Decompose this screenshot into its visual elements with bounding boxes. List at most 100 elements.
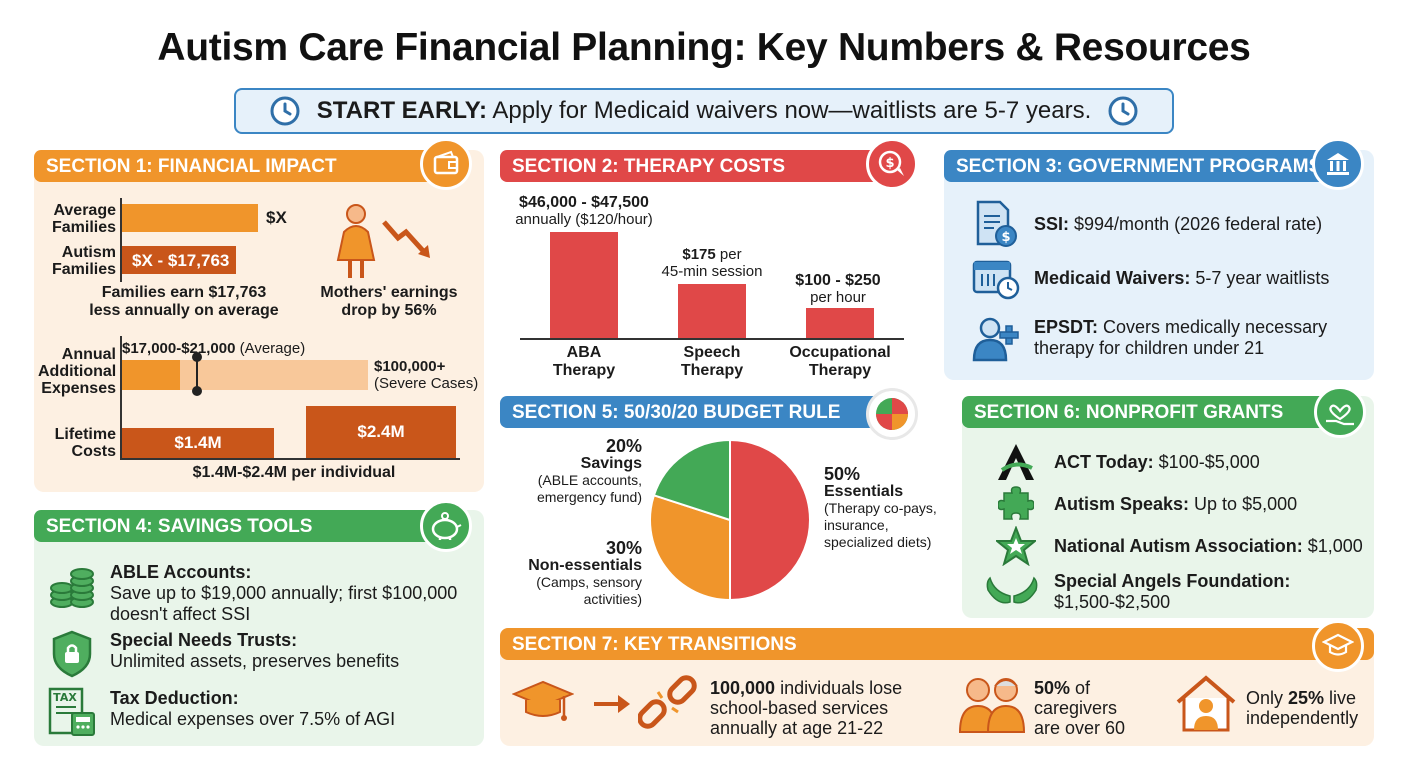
tax-text: Medical expenses over 7.5% of AGI bbox=[110, 709, 396, 729]
ot-bar bbox=[806, 308, 874, 338]
clock-icon bbox=[1108, 96, 1138, 126]
lifetime-high-bar bbox=[306, 406, 456, 458]
banner-text: Apply for Medicaid waivers now—waitlists… bbox=[492, 97, 1092, 124]
live-independently-pre: Only bbox=[1246, 688, 1289, 708]
pie-slice-savings bbox=[652, 438, 731, 522]
naa-bold: National Autism Association: bbox=[1054, 535, 1303, 556]
lifetime-axis bbox=[120, 458, 460, 460]
caregivers-bold: 50% bbox=[1034, 678, 1071, 698]
section-6-header: SECTION 6: NONPROFIT GRANTS bbox=[962, 396, 1362, 428]
aba-label-2: Therapy bbox=[552, 362, 616, 379]
section-4-header: SECTION 4: SAVINGS TOOLS bbox=[34, 510, 462, 542]
caregivers-text-3: are over 60 bbox=[1034, 718, 1126, 738]
autism-speaks-bold: Autism Speaks: bbox=[1054, 493, 1190, 514]
person-medical-cross-icon bbox=[972, 314, 1020, 362]
annual-avg-marker-dot-top bbox=[192, 352, 202, 362]
speech-label-2: Therapy bbox=[680, 362, 744, 379]
expenses-axis bbox=[120, 336, 122, 460]
graduation-cap-icon bbox=[1312, 620, 1364, 672]
annual-expenses-label-3: Expenses bbox=[41, 380, 116, 397]
live-independently-text: live bbox=[1324, 688, 1357, 708]
annual-avg-value: $17,000-$21,000 bbox=[122, 340, 236, 357]
ot-note: per hour bbox=[810, 289, 866, 306]
lose-services-text: individuals lose bbox=[775, 678, 903, 698]
lifetime-costs-label: Lifetime bbox=[54, 426, 116, 443]
avg-families-label: Average bbox=[53, 202, 116, 219]
snt-item: Special Needs Trusts: Unlimited assets, … bbox=[48, 630, 399, 678]
medicaid-text: 5-7 year waitlists bbox=[1190, 267, 1330, 288]
essential-note: (Therapy co-pays, bbox=[824, 500, 937, 516]
income-caption-2: less annually on average bbox=[89, 302, 279, 319]
aba-note: annually ($120/hour) bbox=[515, 211, 653, 228]
speech-value: $175 bbox=[682, 246, 716, 263]
autism-families-label: Autism bbox=[61, 244, 116, 261]
government-building-icon bbox=[1312, 138, 1364, 190]
tax-title: Tax Deduction: bbox=[110, 688, 239, 708]
therapy-axis bbox=[520, 338, 904, 340]
medicaid-bold: Medicaid Waivers: bbox=[1034, 267, 1191, 288]
annual-severe-value: $100,000+ bbox=[374, 358, 446, 375]
naa-text: $1,000 bbox=[1302, 535, 1363, 556]
aba-label: ABA bbox=[566, 344, 602, 361]
section-5-header: SECTION 5: 50/30/20 BUDGET RULE bbox=[500, 396, 900, 428]
snt-text: Unlimited assets, preserves benefits bbox=[110, 651, 400, 671]
section-savings-tools: SECTION 4: SAVINGS TOOLS ABLE Accounts: … bbox=[34, 500, 484, 746]
annual-avg-bar bbox=[122, 360, 180, 390]
annual-avg-note: (Average) bbox=[239, 340, 306, 357]
autism-families-value: $X - $17,763 bbox=[132, 251, 230, 270]
mothers-earnings-caption-2: drop by 56% bbox=[341, 302, 437, 319]
ot-label: Occupational bbox=[789, 344, 891, 361]
annual-expenses-label: Annual bbox=[61, 346, 116, 363]
section-3-header: SECTION 3: GOVERNMENT PROGRAMS bbox=[944, 150, 1344, 182]
savings-label: Savings bbox=[580, 455, 642, 472]
section-government-programs: SECTION 3: GOVERNMENT PROGRAMS $ SSI: $9… bbox=[944, 138, 1374, 380]
ssi-item: $ SSI: $994/month (2026 federal rate) bbox=[972, 200, 1322, 248]
able-text-2: doesn't affect SSI bbox=[110, 604, 251, 624]
mother-icon bbox=[336, 204, 430, 278]
document-dollar-icon: $ bbox=[972, 200, 1020, 248]
annual-severe-note: (Severe Cases) bbox=[374, 375, 479, 392]
special-angels-text: $1,500-$2,500 bbox=[1054, 592, 1171, 612]
avg-families-bar bbox=[122, 204, 258, 232]
autism-speaks-text: Up to $5,000 bbox=[1189, 493, 1298, 514]
essential-note-3: specialized diets) bbox=[824, 534, 932, 550]
piggy-bank-icon bbox=[420, 500, 472, 552]
act-today-item: ACT Today: $100-$5,000 bbox=[992, 438, 1260, 486]
svg-text:$: $ bbox=[885, 156, 894, 171]
savings-note: (ABLE accounts, bbox=[537, 472, 642, 488]
right-arrow-icon bbox=[594, 695, 630, 713]
autism-families-bar bbox=[122, 246, 236, 274]
ssi-text: $994/month (2026 federal rate) bbox=[1069, 213, 1323, 234]
banner-lead: START EARLY: bbox=[316, 97, 487, 124]
lifetime-caption: $1.4M-$2.4M per individual bbox=[192, 464, 396, 481]
epsdt-text: Covers medically necessary bbox=[1098, 317, 1328, 337]
aba-value: $46,000 - $47,500 bbox=[519, 194, 649, 211]
nonessential-pct: 30% bbox=[605, 538, 642, 558]
savings-note-2: emergency fund) bbox=[536, 489, 642, 505]
special-angels-item: Special Angels Foundation: $1,500-$2,500 bbox=[984, 568, 1290, 616]
speech-bar bbox=[678, 284, 746, 338]
elderly-couple-icon bbox=[958, 678, 1026, 733]
shield-lock-icon bbox=[48, 630, 96, 678]
income-axis bbox=[120, 198, 122, 282]
annual-avg-marker bbox=[196, 356, 198, 390]
wallet-icon bbox=[420, 138, 472, 190]
speech-label: Speech bbox=[683, 344, 741, 361]
house-person-icon bbox=[1176, 675, 1236, 732]
able-item: ABLE Accounts: Save up to $19,000 annual… bbox=[48, 562, 457, 625]
lifetime-low-value: $1.4M bbox=[174, 433, 222, 452]
coin-stack-icon bbox=[48, 562, 96, 610]
star-icon bbox=[992, 522, 1040, 570]
naa-item: National Autism Association: $1,000 bbox=[992, 522, 1363, 570]
act-today-logo-icon bbox=[992, 438, 1040, 486]
nonessential-note-2: activities) bbox=[583, 591, 642, 607]
ssi-bold: SSI: bbox=[1034, 213, 1070, 234]
start-early-banner: START EARLY: Apply for Medicaid waivers … bbox=[234, 88, 1174, 134]
graduation-cap-icon bbox=[512, 680, 574, 721]
lose-services-text-3: annually at age 21-22 bbox=[710, 718, 884, 738]
broken-chain-icon bbox=[638, 675, 697, 729]
autism-speaks-item: Autism Speaks: Up to $5,000 bbox=[992, 480, 1297, 528]
speech-note: 45-min session bbox=[661, 263, 763, 280]
ot-value: $100 - $250 bbox=[795, 272, 881, 289]
able-text: Save up to $19,000 annually; first $100,… bbox=[110, 583, 458, 603]
